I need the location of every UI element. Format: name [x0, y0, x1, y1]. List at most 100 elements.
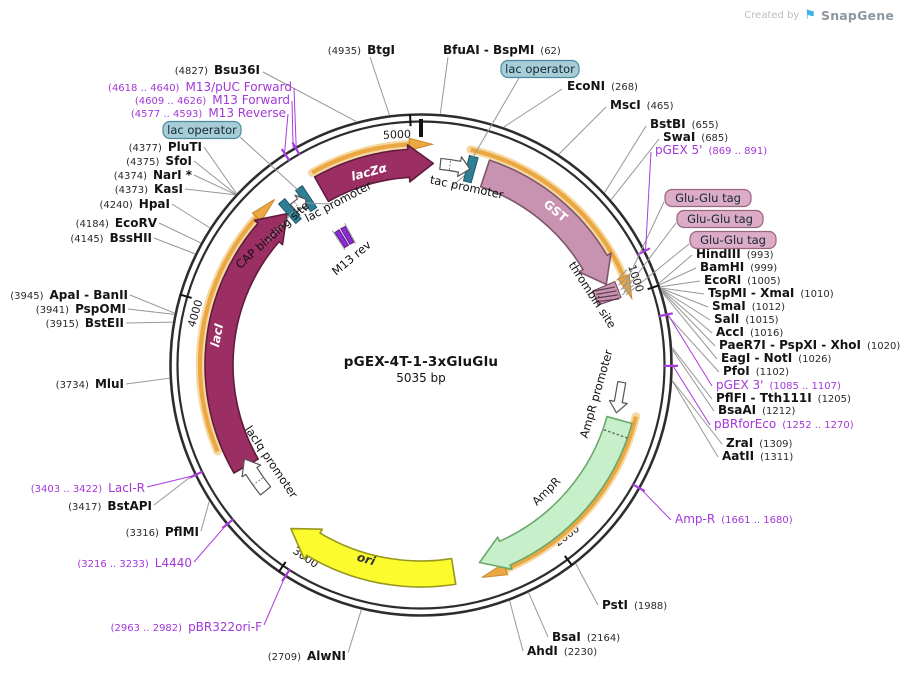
site-label-bsaai[interactable]: BsaAI (1212) [718, 403, 795, 417]
site-label-bsshii[interactable]: (4145) BssHII [70, 231, 152, 245]
position-tick [179, 293, 192, 299]
site-label-hpai[interactable]: (4240) HpaI [100, 197, 170, 211]
glu-glu-tag-badge-1[interactable]: Glu-Glu tag [664, 188, 752, 208]
thrombin-fan-line [620, 279, 632, 291]
site-label-bsteii[interactable]: (3915) BstEII [46, 316, 124, 330]
site-leader-amp-r [640, 488, 672, 521]
site-label-text: (3734) MluI [56, 377, 124, 391]
site-leader-acci [661, 289, 713, 334]
site-label-mlui[interactable]: (3734) MluI [56, 377, 124, 391]
tac-promoter-arrow[interactable] [439, 156, 471, 178]
site-label-zrai[interactable]: ZraI (1309) [726, 436, 793, 450]
site-label-text: EcoRI (1005) [704, 273, 781, 287]
site-label-bsai[interactable]: BsaI (2164) [552, 630, 620, 644]
site-label-swai[interactable]: SwaI (685) [663, 130, 728, 144]
glu-glu-tag-badge-2-text: Glu-Glu tag [687, 212, 753, 226]
site-leader-m13-puc-forward [293, 87, 297, 147]
leader-line [623, 222, 677, 293]
site-label-l4440[interactable]: (3216 .. 3233) L4440 [77, 556, 192, 570]
site-label-m13-reverse[interactable]: (4577 .. 4593) M13 Reverse [131, 106, 286, 120]
site-label-ahdi[interactable]: AhdI (2230) [527, 644, 597, 658]
site-label-pbrforeco[interactable]: pBRforEco (1252 .. 1270) [714, 417, 854, 431]
primer-tick [280, 148, 291, 162]
lacIq-promoter-arrow[interactable] [241, 458, 272, 496]
site-label-text: PaeR7I - PspXI - XhoI (1020) [719, 338, 900, 352]
glu-glu-tag-badge-3[interactable]: Glu-Glu tag [689, 230, 777, 250]
site-label-sfoi[interactable]: (4375) SfoI [126, 154, 192, 168]
site-label-bsu36i[interactable]: (4827) Bsu36I [175, 63, 260, 77]
site-leader-zrai [672, 380, 723, 445]
site-label-aatii[interactable]: AatII (1311) [722, 449, 793, 463]
site-label-nari[interactable]: (4374) NarI * [114, 168, 193, 182]
site-label-pgex-5[interactable]: pGEX 5' (869 .. 891) [655, 143, 767, 157]
m13-rev-primer-block-0[interactable] [334, 229, 350, 249]
leader-line [625, 243, 690, 296]
site-label-text: (3945) ApaI - BanII [10, 288, 128, 302]
site-leader-bstapi [153, 473, 195, 506]
thrombin-hatch-line [598, 298, 620, 303]
site-label-pflmi[interactable]: (3316) PflMI [126, 525, 199, 539]
site-label-text: (4145) BssHII [70, 231, 152, 245]
site-label-bstapi[interactable]: (3417) BstAPI [68, 499, 152, 513]
site-label-eagi-noti[interactable]: EagI - NotI (1026) [721, 351, 832, 365]
site-label-smai[interactable]: SmaI (1012) [712, 299, 785, 313]
site-label-m13-puc-forward[interactable]: (4618 .. 4640) M13/pUC Forward [108, 80, 292, 94]
regulatory-block-lac-operator-site-top[interactable] [462, 154, 479, 184]
site-leader-ahdi [509, 600, 524, 652]
site-label-pluti[interactable]: (4377) PluTI [129, 140, 202, 154]
site-leader-nari [193, 174, 236, 195]
site-label-text: Amp-R (1661 .. 1680) [675, 512, 793, 526]
site-leader-bstbi [604, 125, 647, 193]
site-label-tspmi-xmai[interactable]: TspMI - XmaI (1010) [708, 286, 834, 300]
site-label-text: (4609 .. 4626) M13 Forward [135, 93, 290, 107]
gold-arc-arrowhead-0 [251, 199, 275, 222]
lac-operator-badge-left[interactable]: lac operator [162, 120, 242, 140]
site-label-btgi[interactable]: (4935) BtgI [328, 43, 395, 57]
site-label-acci[interactable]: AccI (1016) [716, 325, 783, 339]
site-label-sali[interactable]: SalI (1015) [714, 312, 779, 326]
feature-band-ori[interactable] [290, 527, 457, 588]
site-label-pbr322ori-f[interactable]: (2963 .. 2982) pBR322ori-F [111, 620, 262, 634]
site-label-pfoi[interactable]: PfoI (1102) [723, 364, 789, 378]
site-leader-apai-banii [129, 294, 175, 314]
feature-band-gst[interactable] [479, 159, 612, 286]
site-label-pspomi[interactable]: (3941) PspOMI [36, 302, 126, 316]
site-label-laci-r[interactable]: (3403 .. 3422) LacI-R [31, 481, 145, 495]
glu-glu-tag-badge-2[interactable]: Glu-Glu tag [676, 209, 764, 229]
site-leader-msci [558, 106, 607, 155]
site-label-amp-r[interactable]: Amp-R (1661 .. 1680) [675, 512, 793, 526]
site-label-kasi[interactable]: (4373) KasI [115, 182, 183, 196]
site-label-bamhi[interactable]: BamHI (999) [700, 260, 777, 274]
site-label-alwni[interactable]: (2709) AlwNI [268, 649, 346, 663]
site-label-msci[interactable]: MscI (465) [610, 98, 674, 112]
site-label-pflfi-tth111i[interactable]: PflFI - Tth111I (1205) [716, 391, 851, 405]
lac-operator-badge-top[interactable]: lac operator [500, 59, 580, 79]
position-tick [564, 555, 573, 567]
plasmid-backbone-inner [176, 120, 666, 610]
site-label-ecori[interactable]: EcoRI (1005) [704, 273, 781, 287]
feature-band-lacz[interactable] [313, 144, 435, 203]
site-label-text: (4374) NarI * [114, 168, 193, 182]
site-label-m13-forward[interactable]: (4609 .. 4626) M13 Forward [135, 93, 290, 107]
site-label-pgex-3[interactable]: pGEX 3' (1085 .. 1107) [716, 378, 841, 392]
m13-rev-primer-block-1[interactable] [340, 225, 355, 246]
tac-promoter-arrow-dashes [448, 160, 452, 170]
gold-arc-0 [197, 215, 259, 453]
feature-band-ampr[interactable] [478, 415, 633, 570]
site-label-apai-banii[interactable]: (3945) ApaI - BanII [10, 288, 128, 302]
regulatory-block-lac-operator-site-left[interactable] [294, 185, 318, 213]
lac-promoter-arrow[interactable] [289, 194, 307, 213]
site-label-bfuai-bspmi[interactable]: BfuAI - BspMI (62) [443, 43, 561, 57]
site-label-bstbi[interactable]: BstBI (655) [650, 117, 719, 131]
regulatory-block-cap-binding-site-block[interactable] [277, 197, 302, 225]
site-label-paer7i-pspxi-xhoi[interactable]: PaeR7I - PspXI - XhoI (1020) [719, 338, 900, 352]
site-leader-ecorv [158, 222, 201, 244]
thrombin-hatch-line [594, 286, 616, 292]
site-label-hindiii[interactable]: HindIII (993) [696, 247, 774, 261]
site-label-text: (4373) KasI [115, 182, 183, 196]
site-label-psti[interactable]: PstI (1988) [602, 598, 667, 612]
ampr-promoter-arrow[interactable] [608, 380, 631, 415]
site-label-ecorv[interactable]: (4184) EcoRV [76, 216, 158, 230]
site-label-econi[interactable]: EcoNI (268) [567, 79, 638, 93]
